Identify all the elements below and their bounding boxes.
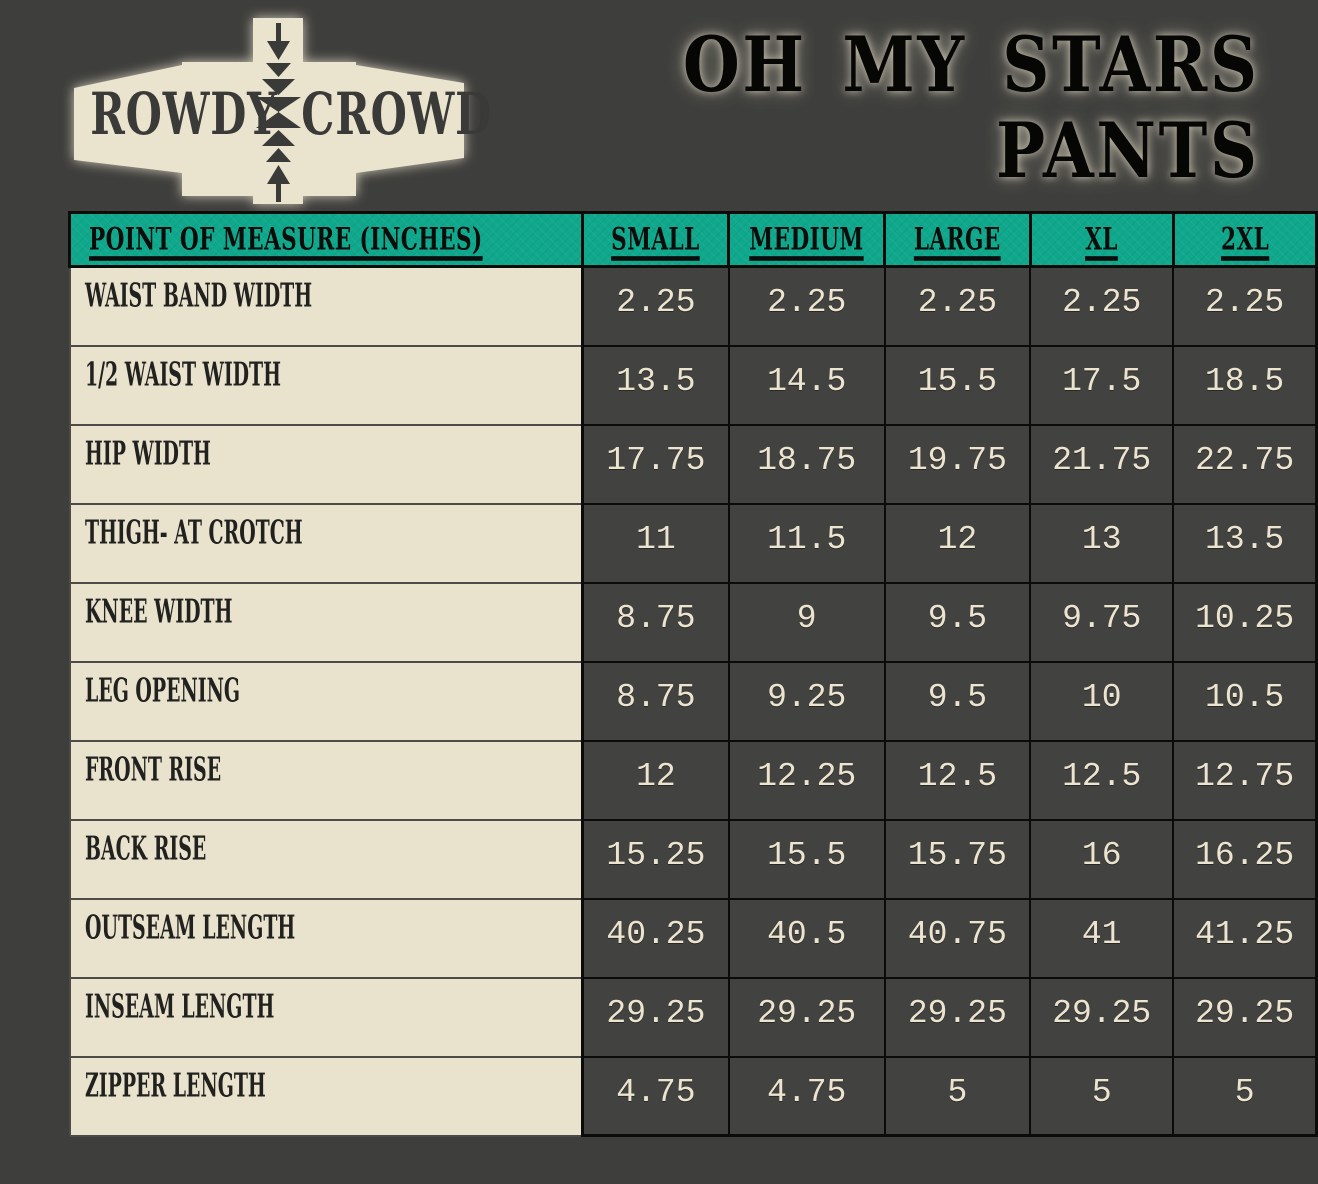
table-row: LEG OPENING 8.75 9.25 9.5 10 10.5 xyxy=(68,660,1318,742)
cell-value: 29.25 xyxy=(581,976,730,1058)
size-chart-table: POINT OF MEASURE (INCHES) SMALL MEDIUM L… xyxy=(67,211,1318,1137)
row-label: THIGH- AT CROTCH xyxy=(84,513,303,552)
table-row: KNEE WIDTH 8.75 9 9.5 9.75 10.25 xyxy=(68,581,1318,663)
cell-value: 4.75 xyxy=(581,1055,730,1137)
cell-value: 8.75 xyxy=(581,581,730,663)
cell-value: 19.75 xyxy=(883,423,1032,505)
cell-value: 15.5 xyxy=(883,344,1032,426)
cell-value: 11 xyxy=(581,502,730,584)
row-label: OUTSEAM LENGTH xyxy=(84,908,295,947)
row-label: HIP WIDTH xyxy=(84,434,211,473)
cell-value: 13 xyxy=(1029,502,1175,584)
row-label: ZIPPER LENGTH xyxy=(84,1066,266,1105)
table-row: BACK RISE 15.25 15.5 15.75 16 16.25 xyxy=(68,818,1318,900)
table-row: HIP WIDTH 17.75 18.75 19.75 21.75 22.75 xyxy=(68,423,1318,505)
cell-value: 2.25 xyxy=(1029,265,1175,347)
table-row: WAIST BAND WIDTH 2.25 2.25 2.25 2.25 2.2… xyxy=(68,265,1318,347)
cell-value: 4.75 xyxy=(727,1055,886,1137)
row-label: 1/2 WAIST WIDTH xyxy=(84,355,281,394)
cell-value: 17.75 xyxy=(581,423,730,505)
cell-value: 15.75 xyxy=(883,818,1032,900)
cell-value: 29.25 xyxy=(1172,976,1318,1058)
table-row: ZIPPER LENGTH 4.75 4.75 5 5 5 xyxy=(68,1055,1318,1137)
cell-value: 14.5 xyxy=(727,344,886,426)
cell-value: 29.25 xyxy=(727,976,886,1058)
row-label: LEG OPENING xyxy=(84,671,240,710)
table-row: 1/2 WAIST WIDTH 13.5 14.5 15.5 17.5 18.5 xyxy=(68,344,1318,426)
cell-value: 12 xyxy=(883,502,1032,584)
cell-value: 40.5 xyxy=(727,897,886,979)
cell-value: 40.75 xyxy=(883,897,1032,979)
cell-value: 21.75 xyxy=(1029,423,1175,505)
column-header-small: SMALL xyxy=(581,211,731,268)
page-title-line1: OH MY STARS xyxy=(683,20,1260,109)
table-row: OUTSEAM LENGTH 40.25 40.5 40.75 41 41.25 xyxy=(68,897,1318,979)
table-row: INSEAM LENGTH 29.25 29.25 29.25 29.25 29… xyxy=(68,976,1318,1058)
row-label: FRONT RISE xyxy=(84,750,221,789)
cell-value: 2.25 xyxy=(1172,265,1318,347)
cell-value: 15.25 xyxy=(581,818,730,900)
row-label: WAIST BAND WIDTH xyxy=(84,277,312,315)
cell-value: 12.5 xyxy=(1029,739,1175,821)
column-header-medium: MEDIUM xyxy=(727,211,887,268)
cell-value: 5 xyxy=(1029,1055,1175,1137)
aztec-arrow-motif xyxy=(256,23,301,202)
table-row: THIGH- AT CROTCH 11 11.5 12 13 13.5 xyxy=(68,502,1318,584)
cell-value: 18.75 xyxy=(727,423,886,505)
cell-value: 5 xyxy=(883,1055,1032,1137)
cell-value: 18.5 xyxy=(1172,344,1318,426)
cell-value: 2.25 xyxy=(727,265,886,347)
logo-banner-shape xyxy=(74,18,464,204)
cell-value: 5 xyxy=(1172,1055,1318,1137)
column-header-large: LARGE xyxy=(883,211,1032,268)
brand-word-rowdy: ROWDY xyxy=(90,80,278,149)
cell-value: 11.5 xyxy=(727,502,886,584)
cell-value: 12.25 xyxy=(727,739,886,821)
cell-value: 8.75 xyxy=(581,660,730,742)
cell-value: 12 xyxy=(581,739,730,821)
page-title-line2: PANTS xyxy=(996,106,1260,195)
cell-value: 9.5 xyxy=(883,660,1032,742)
cell-value: 9.5 xyxy=(883,581,1032,663)
cell-value: 10.5 xyxy=(1172,660,1318,742)
cell-value: 22.75 xyxy=(1172,423,1318,505)
cell-value: 13.5 xyxy=(581,344,730,426)
header-row: POINT OF MEASURE (INCHES) SMALL MEDIUM L… xyxy=(67,211,1318,268)
cell-value: 15.5 xyxy=(727,818,886,900)
column-header-xl: XL xyxy=(1028,211,1175,268)
cell-value: 10 xyxy=(1029,660,1175,742)
page-title: OH MY STARS PANTS xyxy=(589,22,1260,194)
row-label: INSEAM LENGTH xyxy=(84,987,274,1026)
cell-value: 16 xyxy=(1029,818,1175,900)
cell-value: 10.25 xyxy=(1172,581,1318,663)
cell-value: 2.25 xyxy=(883,265,1032,347)
cell-value: 2.25 xyxy=(581,265,730,347)
cell-value: 16.25 xyxy=(1172,818,1318,900)
row-label: BACK RISE xyxy=(84,829,206,868)
cell-value: 29.25 xyxy=(1029,976,1175,1058)
column-header-2xl: 2XL xyxy=(1171,211,1318,268)
brand-word-crowd: CROWD xyxy=(301,80,493,149)
cell-value: 12.75 xyxy=(1172,739,1318,821)
cell-value: 9.75 xyxy=(1029,581,1175,663)
column-header-point-of-measure: POINT OF MEASURE (INCHES) xyxy=(67,211,585,268)
cell-value: 41.25 xyxy=(1172,897,1318,979)
cell-value: 9.25 xyxy=(727,660,886,742)
cell-value: 40.25 xyxy=(581,897,730,979)
cell-value: 17.5 xyxy=(1029,344,1175,426)
row-label: KNEE WIDTH xyxy=(84,592,232,631)
cell-value: 12.5 xyxy=(883,739,1032,821)
cell-value: 9 xyxy=(727,581,886,663)
cell-value: 41 xyxy=(1029,897,1175,979)
brand-logo: ROWDY CROWD xyxy=(70,10,493,215)
cell-value: 29.25 xyxy=(883,976,1032,1058)
cell-value: 13.5 xyxy=(1172,502,1318,584)
table-row: FRONT RISE 12 12.25 12.5 12.5 12.75 xyxy=(68,739,1318,821)
